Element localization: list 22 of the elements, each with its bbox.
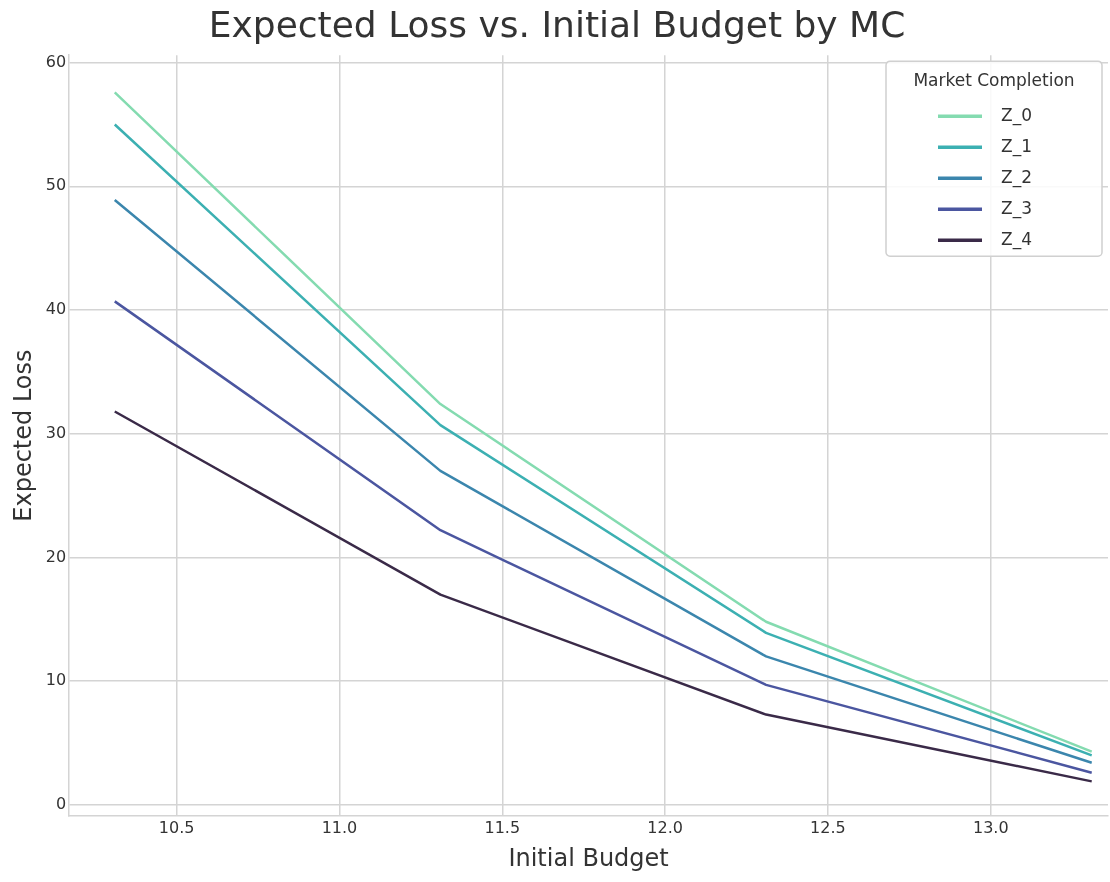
x-tick-label: 12.5 [810, 817, 846, 837]
y-tick-label: 0 [55, 794, 67, 814]
y-tick-label: 40 [45, 299, 67, 319]
y-axis-title: Expected Loss [8, 349, 37, 522]
legend-label: Z_4 [1001, 228, 1032, 250]
legend-label: Z_2 [1001, 166, 1032, 188]
legend-label: Z_3 [1001, 197, 1032, 219]
x-axis-title: Initial Budget [508, 843, 669, 872]
legend-label: Z_0 [1001, 104, 1032, 126]
y-tick-label: 30 [45, 422, 67, 442]
legend-label: Z_1 [1001, 135, 1032, 157]
legend-title: Market Completion [913, 69, 1075, 90]
y-tick-label: 10 [45, 670, 67, 690]
y-tick-label: 20 [45, 546, 67, 566]
x-tick-label: 11.0 [321, 817, 358, 837]
y-tick-label: 50 [45, 175, 67, 195]
x-tick-label: 12.0 [647, 817, 683, 837]
x-tick-label: 10.5 [158, 817, 195, 837]
y-tick-label: 60 [45, 51, 67, 71]
x-tick-label: 11.5 [484, 817, 521, 837]
chart-title: Expected Loss vs. Initial Budget by MC [208, 3, 906, 45]
x-tick-label: 13.0 [972, 817, 1009, 837]
